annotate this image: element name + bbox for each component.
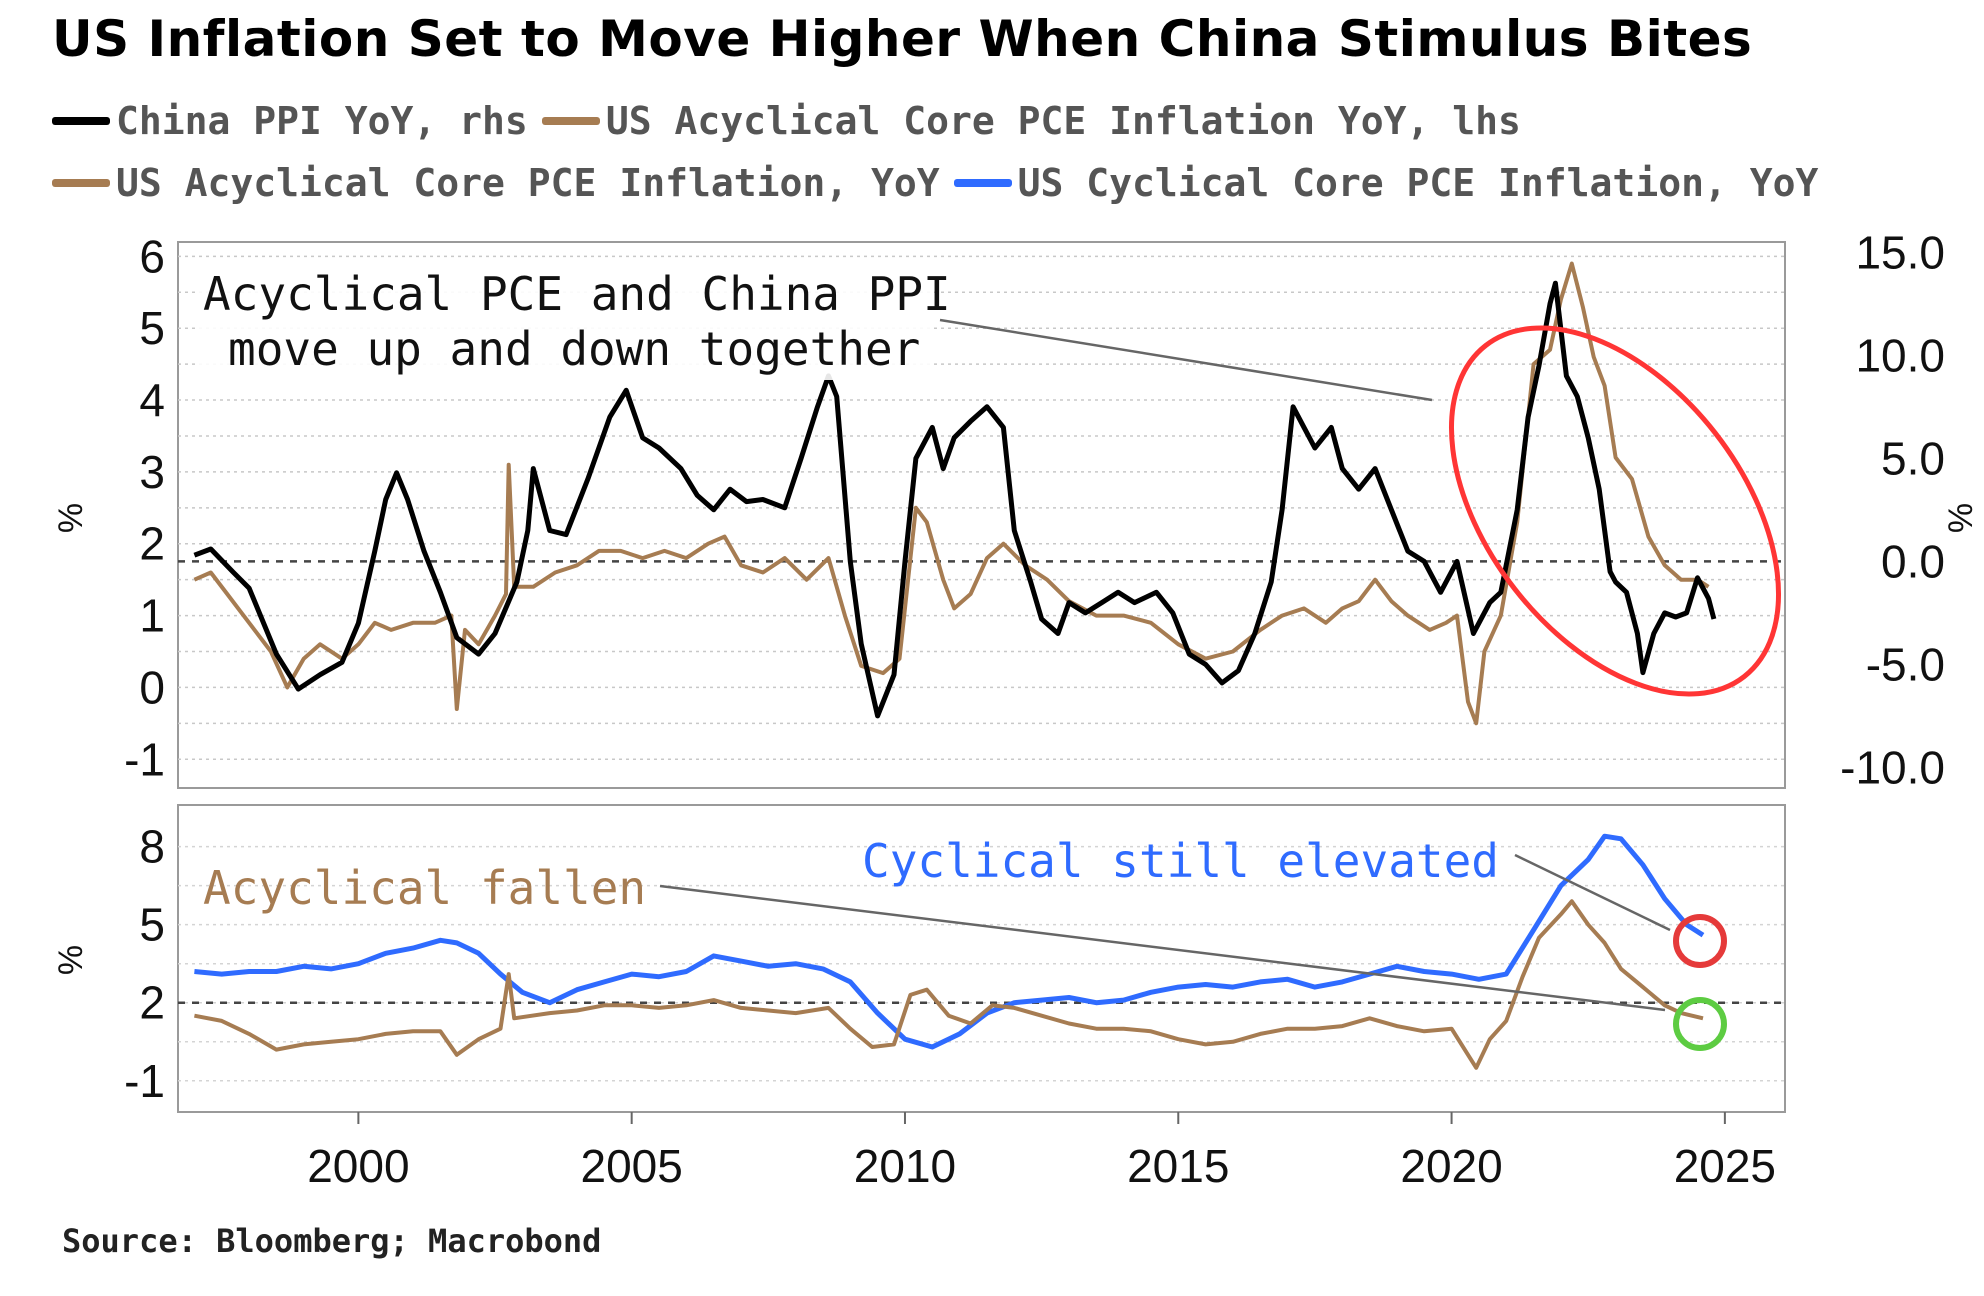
top-right-tick-label: -5.0 xyxy=(1866,638,1945,690)
annotation-top-line-1: Acyclical PCE and China PPI xyxy=(203,267,951,321)
series-line-acyclical-pce-top xyxy=(193,261,1710,726)
source-note: Source: Bloomberg; Macrobond xyxy=(62,1222,602,1260)
legend-swatch-acyclical-lhs xyxy=(541,117,600,125)
cyclical-endpoint-circle xyxy=(1673,914,1727,968)
top-left-tick-label: 2 xyxy=(139,518,165,570)
acyclical-endpoint-circle xyxy=(1673,997,1727,1051)
annotation-cyclical-pointer xyxy=(1514,853,1671,932)
x-tick-label: 2010 xyxy=(854,1140,956,1192)
annotation-cyclical-elevated: Cyclical still elevated xyxy=(862,834,1499,888)
top-right-tick-label: -10.0 xyxy=(1840,741,1945,793)
chart-title: US Inflation Set to Move Higher When Chi… xyxy=(52,10,1753,68)
bottom-left-axis-unit: % xyxy=(52,945,90,975)
legend-label-acyclical-yoy: US Acyclical Core PCE Inflation, YoY xyxy=(116,161,940,205)
top-left-tick-label: -1 xyxy=(124,733,165,785)
x-tick-label: 2025 xyxy=(1674,1140,1776,1192)
bottom-left-tick-label: 8 xyxy=(139,821,165,873)
legend-item-china-ppi: China PPI YoY, rhs xyxy=(52,99,528,143)
legend-row-1: China PPI YoY, rhs US Acyclical Core PCE… xyxy=(52,96,1535,146)
legend-item-acyclical-yoy: US Acyclical Core PCE Inflation, YoY xyxy=(52,161,940,205)
top-left-axis-unit: % xyxy=(52,503,90,533)
bottom-left-tick-label: 2 xyxy=(139,977,165,1029)
top-left-tick-label: 6 xyxy=(139,230,165,282)
legend-label-china-ppi: China PPI YoY, rhs xyxy=(116,99,528,143)
annotation-top-pointer xyxy=(939,318,1433,402)
top-left-tick-label: 5 xyxy=(139,302,165,354)
x-tick-label: 2015 xyxy=(1127,1140,1229,1192)
top-left-tick-label: 0 xyxy=(139,661,165,713)
top-left-tick-label: 4 xyxy=(139,374,165,426)
x-tick-label: 2005 xyxy=(581,1140,683,1192)
top-right-tick-label: 5.0 xyxy=(1881,432,1945,484)
top-right-tick-label: 15.0 xyxy=(1855,226,1945,278)
legend-item-cyclical-yoy: US Cyclical Core PCE Inflation, YoY xyxy=(953,161,1819,205)
series-line-china-ppi xyxy=(193,280,1717,719)
x-tick-label: 2000 xyxy=(307,1140,409,1192)
top-right-tick-label: 0.0 xyxy=(1881,535,1945,587)
legend-label-acyclical-lhs: US Acyclical Core PCE Inflation YoY, lhs xyxy=(605,99,1521,143)
top-panel-frame xyxy=(177,241,1786,789)
bottom-left-tick-label: -1 xyxy=(124,1055,165,1107)
top-right-tick-label: 10.0 xyxy=(1855,329,1945,381)
legend-swatch-acyclical-yoy xyxy=(52,179,110,187)
series-line-acyclical-pce-bottom xyxy=(194,899,1704,1070)
top-left-tick-label: 3 xyxy=(139,446,165,498)
bottom-left-tick-label: 5 xyxy=(139,899,165,951)
annotation-acyclical-fallen: Acyclical fallen xyxy=(203,861,646,915)
legend-item-acyclical-lhs: US Acyclical Core PCE Inflation YoY, lhs xyxy=(541,99,1521,143)
top-right-axis-unit: % xyxy=(1942,503,1980,533)
annotation-acyclical-pointer xyxy=(659,884,1666,1012)
legend-swatch-china-ppi xyxy=(52,117,110,125)
legend-label-cyclical-yoy: US Cyclical Core PCE Inflation, YoY xyxy=(1017,161,1819,205)
x-tick-label: 2020 xyxy=(1400,1140,1502,1192)
legend-swatch-cyclical-yoy xyxy=(953,179,1012,187)
series-line-cyclical-pce xyxy=(194,833,1705,1050)
highlight-ellipse xyxy=(1449,325,1781,697)
bottom-panel-frame xyxy=(177,804,1786,1113)
top-left-tick-label: 1 xyxy=(139,590,165,642)
legend-row-2: US Acyclical Core PCE Inflation, YoY US … xyxy=(52,158,1832,208)
annotation-backdrop xyxy=(198,262,933,380)
annotation-top-line-2: move up and down together xyxy=(228,322,920,376)
